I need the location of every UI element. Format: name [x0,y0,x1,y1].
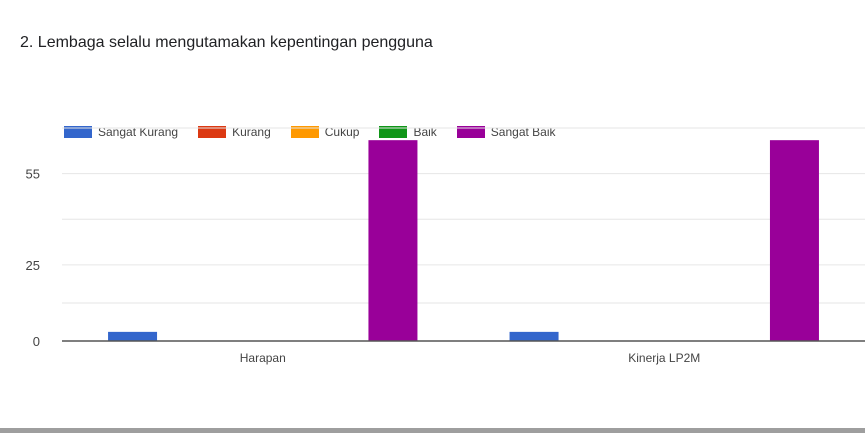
chart-title: 2. Lembaga selalu mengutamakan kepenting… [20,34,433,51]
bar-1-0 [509,331,559,341]
legend-swatch [198,126,227,138]
bar-0-4 [368,140,418,341]
x-category-label: Harapan [240,351,286,365]
y-tick-label: 0 [33,334,40,349]
y-tick-label: 25 [26,258,40,273]
legend-swatch [379,126,408,138]
legend-swatch [456,126,485,138]
bar-1-4 [769,140,819,341]
bar-0-0 [108,331,158,341]
x-category-label: Kinerja LP2M [628,351,700,365]
y-tick-label: 55 [26,167,40,182]
legend-swatch [290,126,319,138]
bottom-divider [0,428,865,433]
legend-swatch [64,126,92,138]
